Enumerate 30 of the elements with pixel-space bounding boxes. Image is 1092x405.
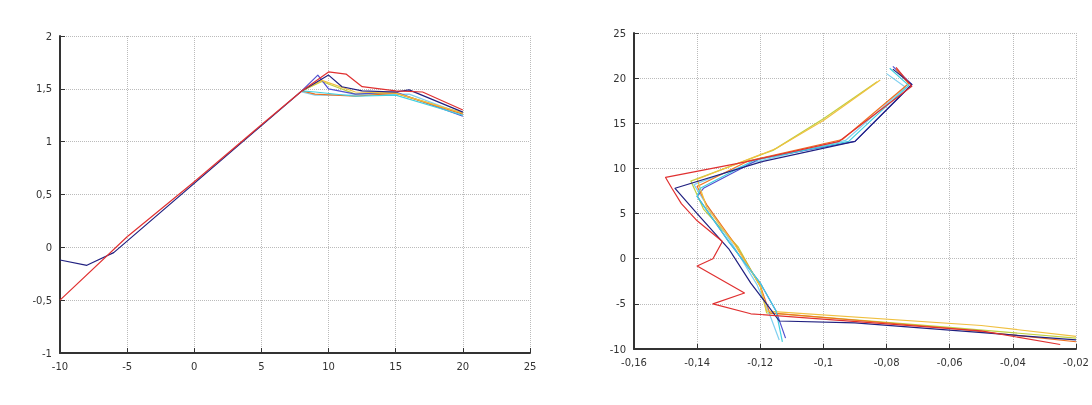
y-tick-label: -10 <box>609 343 626 355</box>
y-tick-label: -1 <box>42 347 52 359</box>
y-tick-label: 0 <box>619 253 626 265</box>
x-tick-label: -5 <box>122 360 133 372</box>
x-tick-label: 10 <box>322 360 335 372</box>
x-tick-label: -0,04 <box>999 356 1026 368</box>
y-tick-label: -0,5 <box>32 294 52 306</box>
x-tick-label: 20 <box>456 360 470 372</box>
y-tick-label: 25 <box>613 27 626 39</box>
y-tick-label: 1,5 <box>36 83 52 95</box>
y-tick-label: 2 <box>45 30 52 42</box>
x-tick-label: 15 <box>389 360 403 372</box>
y-tick-label: 0 <box>45 241 52 253</box>
x-tick-label: -0,08 <box>873 356 900 368</box>
y-tick-label: 5 <box>619 208 626 220</box>
x-tick-label: 0 <box>191 360 198 372</box>
x-tick-label: 25 <box>523 360 537 372</box>
x-tick-label: 5 <box>258 360 265 372</box>
x-tick-label: -0,02 <box>1063 356 1089 368</box>
y-tick-label: 1 <box>45 136 52 148</box>
y-tick-label: 0,5 <box>36 189 52 200</box>
x-tick-label: -0,12 <box>747 356 774 368</box>
y-tick-label: -5 <box>616 298 626 310</box>
x-tick-label: -0,06 <box>936 356 963 368</box>
x-tick-label: -0,16 <box>621 356 647 368</box>
x-tick-label: -0,14 <box>684 356 711 368</box>
x-tick-label: -0,1 <box>813 356 834 368</box>
y-tick-label: 15 <box>613 117 626 129</box>
y-tick-label: 10 <box>613 162 626 174</box>
y-tick-label: 20 <box>613 72 626 84</box>
